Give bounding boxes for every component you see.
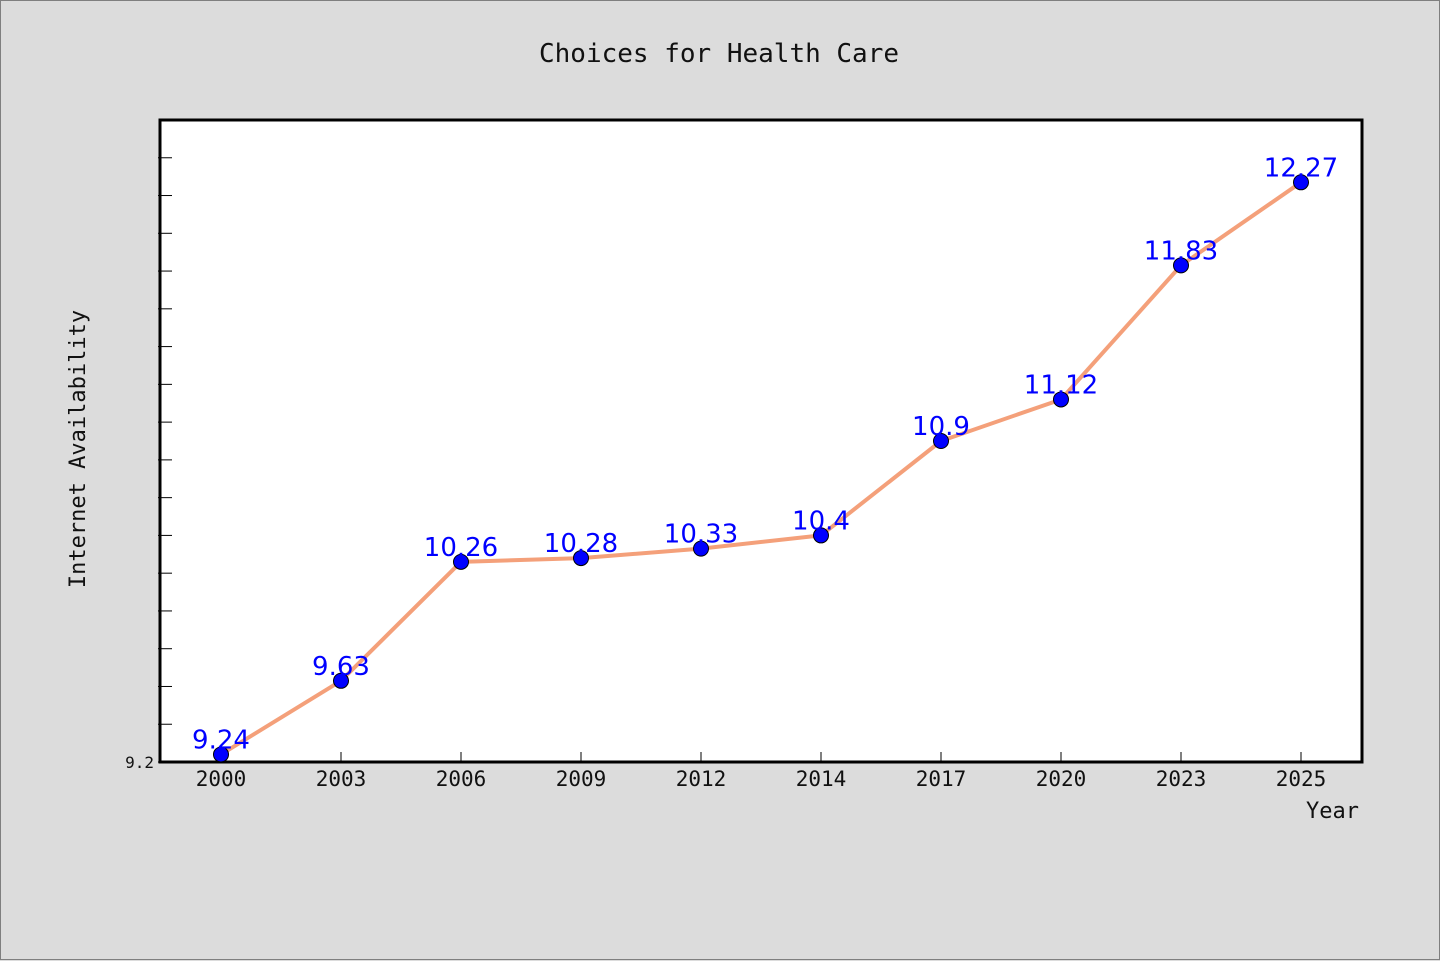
x-axis-label: Year (1306, 799, 1359, 824)
data-label: 10.28 (544, 529, 618, 559)
y-axis-ticks: 9.2 (125, 157, 172, 772)
x-tick-label: 2025 (1276, 767, 1327, 791)
data-point (813, 527, 829, 544)
data-point (1173, 257, 1189, 274)
x-axis-ticks: 2000 2003 2006 2009 2012 2014 2017 2020 2023 2025 (196, 752, 1327, 791)
data-label: 12.27 (1264, 153, 1338, 183)
data-point (933, 433, 949, 449)
data-label: 10.4 (792, 506, 850, 536)
data-point (333, 672, 349, 689)
data-point (1053, 391, 1069, 408)
x-tick-label: 2017 (916, 767, 967, 791)
x-tick-label: 2009 (556, 767, 607, 791)
data-label: 10.33 (664, 520, 738, 550)
chart-title: Choices for Health Care (539, 39, 899, 69)
x-tick-label: 2014 (796, 767, 847, 791)
data-point (213, 746, 229, 763)
y-tick-label: 9.2 (125, 753, 154, 772)
x-tick-label: 2006 (436, 767, 487, 791)
data-label: 9.24 (192, 725, 250, 755)
plot-area (158, 118, 1364, 764)
data-point (1293, 174, 1309, 191)
x-tick-label: 2020 (1036, 767, 1087, 791)
series-layer: 9.24 9.63 10.26 10.28 10.33 10.4 10.9 11.12 11.8… (192, 153, 1338, 763)
data-label: 11.12 (1024, 370, 1098, 400)
data-point (453, 553, 469, 570)
y-axis-label: Internet Availability (66, 310, 91, 588)
x-tick-label: 2023 (1156, 767, 1207, 791)
data-label: 11.83 (1144, 236, 1218, 266)
data-point (573, 550, 589, 567)
x-tick-label: 2003 (316, 767, 367, 791)
data-label: 10.26 (424, 533, 498, 563)
series-line (219, 180, 1303, 757)
x-tick-label: 2000 (196, 767, 247, 791)
data-point (693, 540, 709, 557)
x-tick-label: 2012 (676, 767, 727, 791)
data-label: 9.63 (312, 652, 370, 682)
data-label: 10.9 (912, 412, 970, 442)
